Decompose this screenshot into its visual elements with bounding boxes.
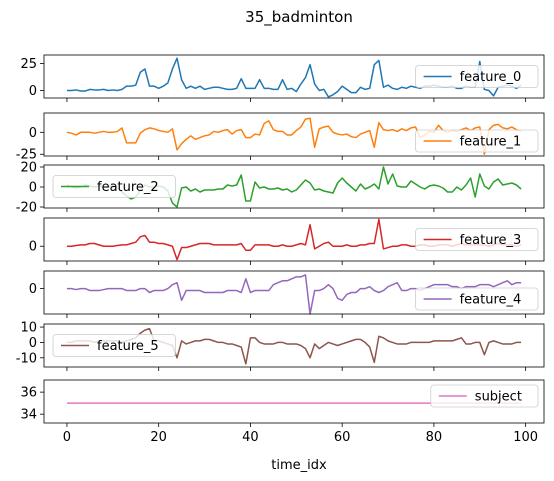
legend-box <box>415 228 539 251</box>
axes-frame <box>43 270 545 315</box>
y-tick-label: 0 <box>29 336 37 351</box>
x-tick-label: 0 <box>63 430 71 445</box>
axes-frame <box>43 379 545 424</box>
legend-feature_4: feature_4 <box>415 287 539 311</box>
subplot-feature_0: 0 25 feature_0 <box>20 54 545 102</box>
series-line-feature_4 <box>66 274 522 315</box>
legend-label: subject <box>475 390 522 405</box>
y-tick-label: 0 <box>29 240 37 255</box>
subplot-feature_1: -25 0 feature_1 <box>16 112 545 163</box>
legend-feature_1: feature_1 <box>415 129 539 153</box>
x-tick-label: 100 <box>513 430 538 445</box>
legend-label: feature_2 <box>97 180 159 195</box>
y-tick-label: 0 <box>29 282 37 297</box>
y-tick-label: -10 <box>16 351 37 366</box>
y-tick-label: 0 <box>29 84 37 99</box>
legend-box <box>415 65 539 88</box>
y-tick-label: -25 <box>16 148 37 163</box>
legend-label: feature_0 <box>460 70 522 85</box>
legend-feature_5: feature_5 <box>52 334 176 357</box>
legend-box <box>415 287 539 311</box>
legend-box <box>415 129 539 153</box>
legend-box <box>430 384 539 408</box>
y-tick-label: 0 <box>29 181 37 196</box>
axes-frame <box>43 112 545 157</box>
y-tick-label: 25 <box>20 57 37 72</box>
y-tick-label: 34 <box>20 408 37 423</box>
legend-box <box>52 334 176 357</box>
axes-frame <box>43 54 545 99</box>
x-tick-label: 80 <box>426 430 443 445</box>
legend-feature_2: feature_2 <box>52 175 176 198</box>
legend-label: feature_3 <box>460 233 522 248</box>
legend-label: feature_4 <box>460 293 522 308</box>
x-axis-label: time_idx <box>271 458 327 473</box>
x-tick-label: 60 <box>334 430 351 445</box>
series-line-feature_5 <box>66 327 522 365</box>
subplot-feature_4: 0 feature_4 <box>29 270 545 318</box>
subplots: 0 25 feature_0 -25 0 feature_1 -20 0 20 feature_2… <box>16 54 545 445</box>
chart-title: 35_badminton <box>245 8 353 27</box>
y-tick-label: -20 <box>16 201 37 216</box>
legend-subject: subject <box>430 384 539 408</box>
y-tick-label: 36 <box>20 386 37 401</box>
axes-frame <box>43 164 545 209</box>
x-tick-label: 40 <box>242 430 259 445</box>
y-tick-label: 0 <box>29 126 37 141</box>
x-tick-label: 20 <box>150 430 167 445</box>
subplot-subject: 34 36 0 20 40 60 80 100 subject <box>20 379 545 445</box>
y-tick-label: 20 <box>20 161 37 176</box>
legend-label: feature_1 <box>460 135 522 150</box>
y-tick-label: 10 <box>20 321 37 336</box>
legend-label: feature_5 <box>97 339 159 354</box>
subplot-feature_2: -20 0 20 feature_2 <box>16 161 545 216</box>
subplot-feature_3: 0 feature_3 <box>29 217 545 265</box>
legend-feature_3: feature_3 <box>415 228 539 251</box>
legend-box <box>52 175 176 198</box>
legend-feature_0: feature_0 <box>415 65 539 88</box>
axes-frame <box>43 323 545 368</box>
axes-frame <box>43 217 545 262</box>
